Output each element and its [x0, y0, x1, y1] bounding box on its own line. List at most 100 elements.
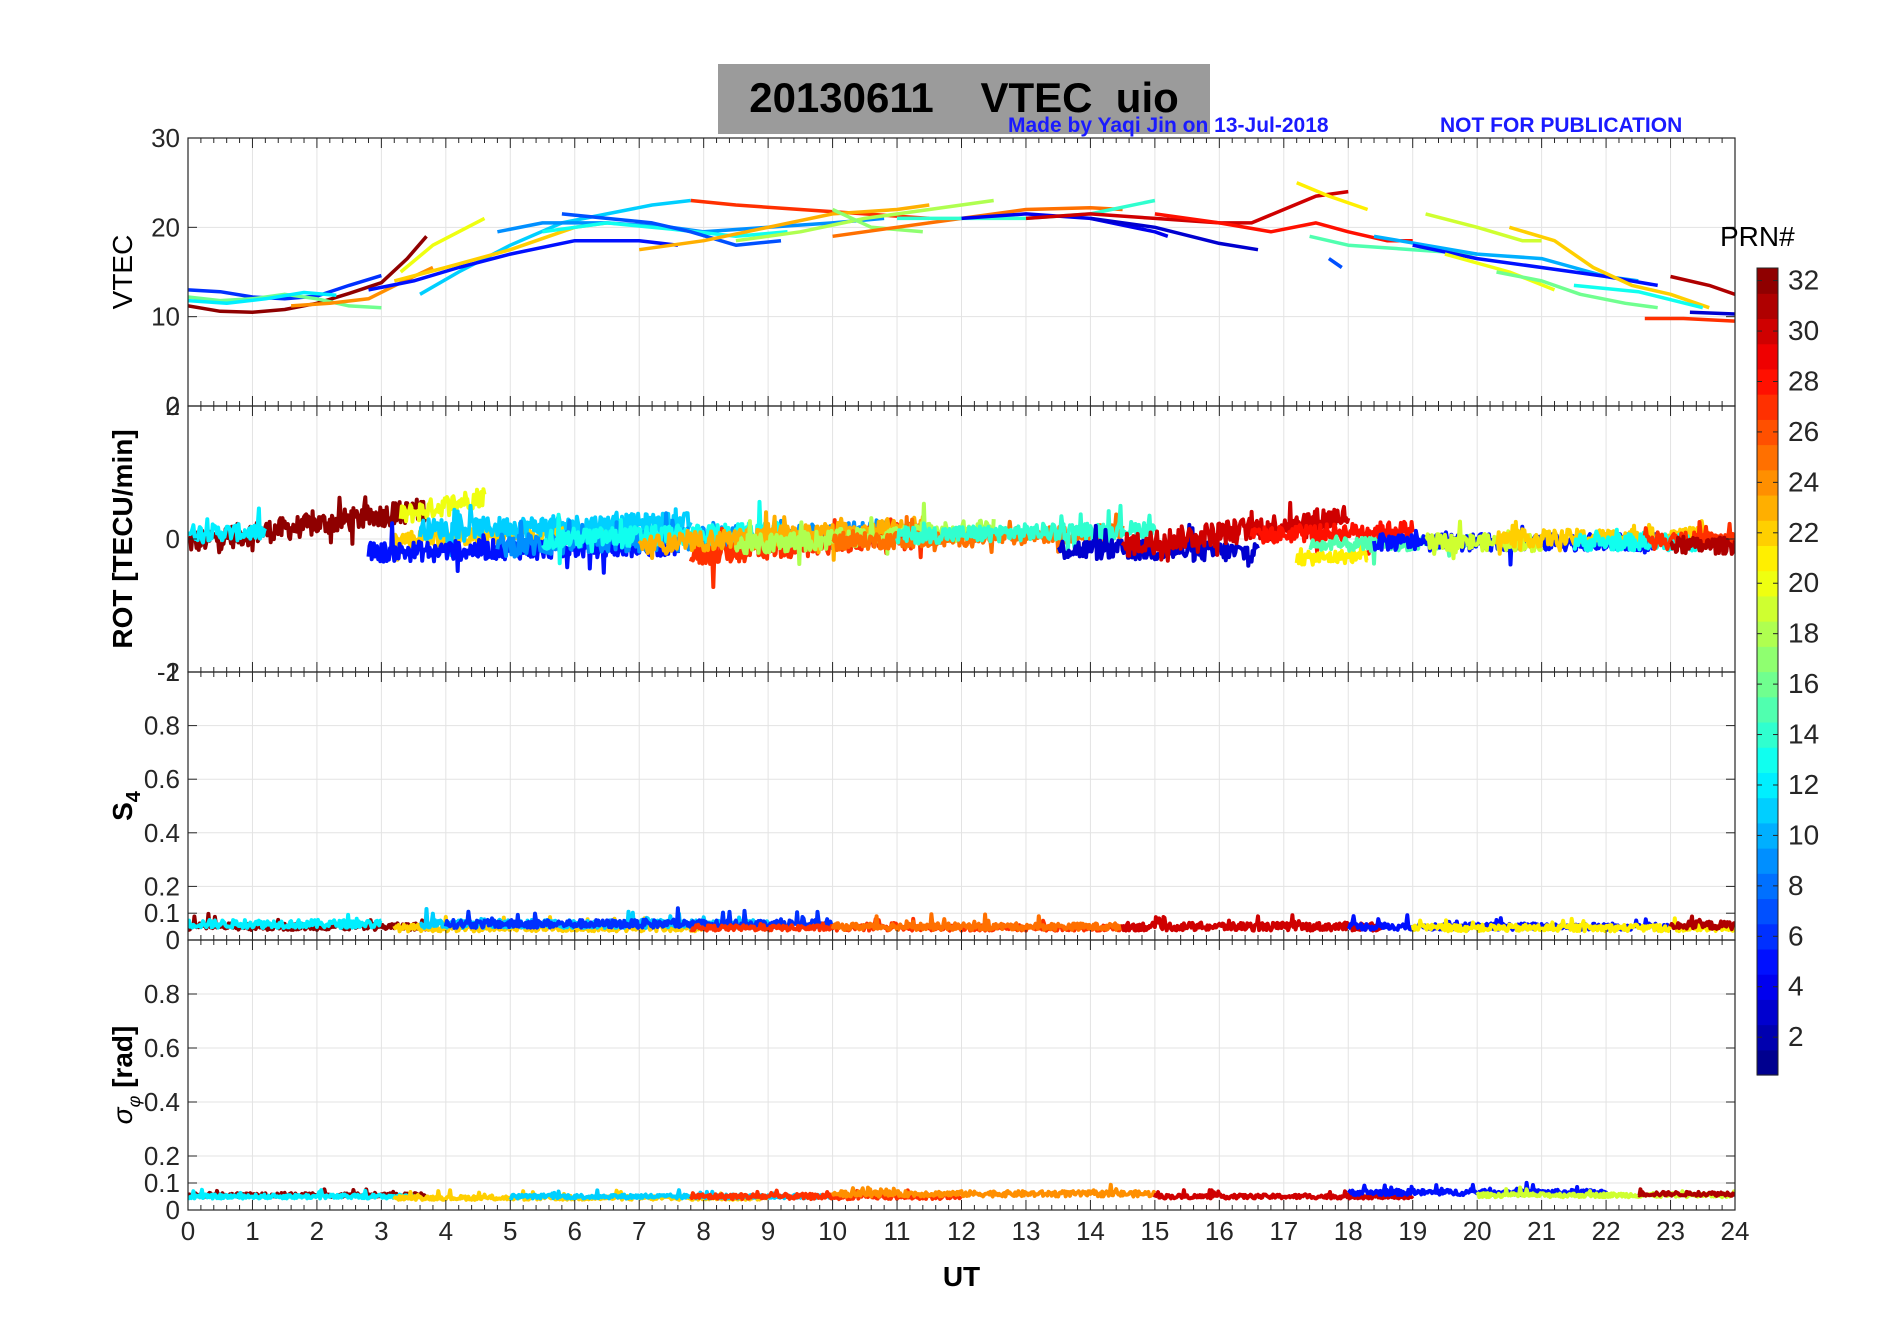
series-group-s4 [188, 906, 1735, 934]
sigma-line-prn31 [1637, 1187, 1735, 1198]
colorbar-segment [1757, 822, 1778, 849]
x-tick-label: 2 [310, 1216, 324, 1246]
colorbar-segment [1757, 923, 1778, 950]
colorbar-segment [1757, 570, 1778, 597]
colorbar-segment [1757, 1024, 1778, 1051]
x-tick-label: 22 [1592, 1216, 1621, 1246]
y-tick-label: 0.1 [144, 898, 180, 928]
x-tick-label: 19 [1398, 1216, 1427, 1246]
colorbar-segment [1757, 545, 1778, 572]
vtec-line-prn13 [1573, 283, 1704, 310]
x-tick-label: 20 [1463, 1216, 1492, 1246]
s4-line-prn6 [443, 906, 835, 930]
y-tick-label: 0 [166, 1195, 180, 1225]
colorbar-label: PRN# [1720, 221, 1795, 252]
panel-rot: -2 0 2 ROT [TECU/min] [107, 391, 1736, 687]
vtec-line-prn19 [1425, 212, 1542, 243]
colorbar-tick-label: 20 [1788, 567, 1819, 598]
x-tick-label: 16 [1205, 1216, 1234, 1246]
vtec-line-prn20 [1444, 252, 1556, 292]
y-axis-label-vtec: VTEC [107, 235, 138, 310]
colorbar-tick-label: 28 [1788, 365, 1819, 396]
x-tick-label: 11 [884, 1216, 911, 1246]
s4-line-prn25 [830, 912, 1124, 932]
y-tick-label: 0.1 [144, 1168, 180, 1198]
y-tick-label: 0 [166, 524, 180, 554]
x-axis-label: UT [943, 1261, 980, 1292]
x-tick-label: 6 [568, 1216, 582, 1246]
rot-line-prn12 [188, 506, 268, 545]
credit-text: Made by Yaqi Jin on 13-Jul-2018 [1008, 114, 1329, 137]
vtec-line-prn7 [561, 212, 782, 247]
vtec-line-prn12 [188, 290, 337, 306]
y-axis-label-sigma: σφ [rad] [107, 1026, 144, 1125]
s4-line-prn21 [1410, 916, 1735, 934]
colorbar-segment [1757, 948, 1778, 975]
rot-line-prn23 [637, 510, 932, 562]
colorbar-tick-label: 10 [1788, 819, 1819, 850]
x-tick-label: 0 [181, 1216, 195, 1246]
x-tick-label: 8 [696, 1216, 710, 1246]
y-axis-label-rot: ROT [TECU/min] [107, 429, 138, 648]
vtec-line-prn25 [832, 205, 1123, 239]
vtec-line-prn16 [1496, 270, 1658, 310]
vtec-line-prn3 [1090, 216, 1259, 252]
colorbar-segment [1757, 1049, 1778, 1076]
colorbar-tick-label: 12 [1788, 769, 1819, 800]
colorbar-tick-label: 24 [1788, 466, 1819, 497]
vtec-line-prn7 [1327, 257, 1343, 269]
colorbar-segment [1757, 293, 1778, 320]
vtec-line-prn21 [1296, 181, 1369, 212]
colorbar-tick-label: 16 [1788, 668, 1819, 699]
panel-s4: 00.10.2 0.4 0.6 0.8 1 S4 [107, 657, 1736, 955]
vtec-line-prn17 [831, 207, 923, 234]
y-tick-label: 0.2 [144, 1141, 180, 1171]
y-tick-label: 30 [151, 123, 180, 153]
y-tick-label: 2 [166, 391, 180, 421]
rot-line-prn14 [895, 503, 1157, 554]
colorbar-segment [1757, 318, 1778, 345]
colorbar-segment [1757, 848, 1778, 874]
colorbar-tick-label: 14 [1788, 719, 1819, 750]
y-tick-label: 0.8 [144, 711, 180, 741]
colorbar-tick-label: 8 [1788, 870, 1804, 901]
vtec-line-prn23 [638, 203, 930, 252]
vtec-line-prn22 [1508, 225, 1710, 310]
y-tick-label: 0.6 [144, 1033, 180, 1063]
colorbar-segment [1757, 444, 1778, 471]
y-tick-label: 20 [151, 212, 180, 242]
panel-vtec: 0 10 20 30 VTEC [107, 123, 1736, 421]
x-tick-label: 21 [1527, 1216, 1556, 1246]
vtec-line-prn27 [1644, 316, 1735, 323]
y-tick-label: 0.6 [144, 764, 180, 794]
colorbar-segment [1757, 873, 1778, 900]
colorbar-segment [1757, 595, 1778, 622]
colorbar-tick-label: 26 [1788, 416, 1819, 447]
colorbar-segment [1757, 520, 1778, 547]
vtec-line-prn5 [368, 238, 679, 292]
colorbar-segment [1757, 621, 1778, 647]
sigma-line-prn12 [188, 1187, 416, 1201]
colorbar-tick-label: 32 [1788, 265, 1819, 296]
x-tick-label: 10 [818, 1216, 847, 1246]
vtec-line-prn3 [1689, 310, 1735, 316]
colorbar-segment [1757, 368, 1778, 395]
y-axis-label-s4: S4 [107, 790, 145, 821]
vtec-line-prn24 [290, 265, 434, 308]
s4-line-prn30 [1120, 913, 1383, 933]
y-tick-label: -2 [157, 657, 180, 687]
panel-sigma: 00.10.2 0.4 0.6 0.8σφ [rad] [107, 939, 1736, 1225]
x-tick-label: 7 [632, 1216, 646, 1246]
rot-line-prn13 [541, 499, 790, 566]
vtec-line-prn30 [1025, 189, 1349, 225]
vtec-line-prn31 [1670, 274, 1735, 296]
colorbar-segment [1757, 747, 1778, 773]
x-tick-label: 14 [1076, 1216, 1105, 1246]
x-tick-label: 13 [1011, 1216, 1040, 1246]
colorbar-tick-label: 4 [1788, 971, 1804, 1002]
rot-line-prn11 [418, 503, 693, 558]
s4-line-prn31 [1668, 914, 1735, 932]
